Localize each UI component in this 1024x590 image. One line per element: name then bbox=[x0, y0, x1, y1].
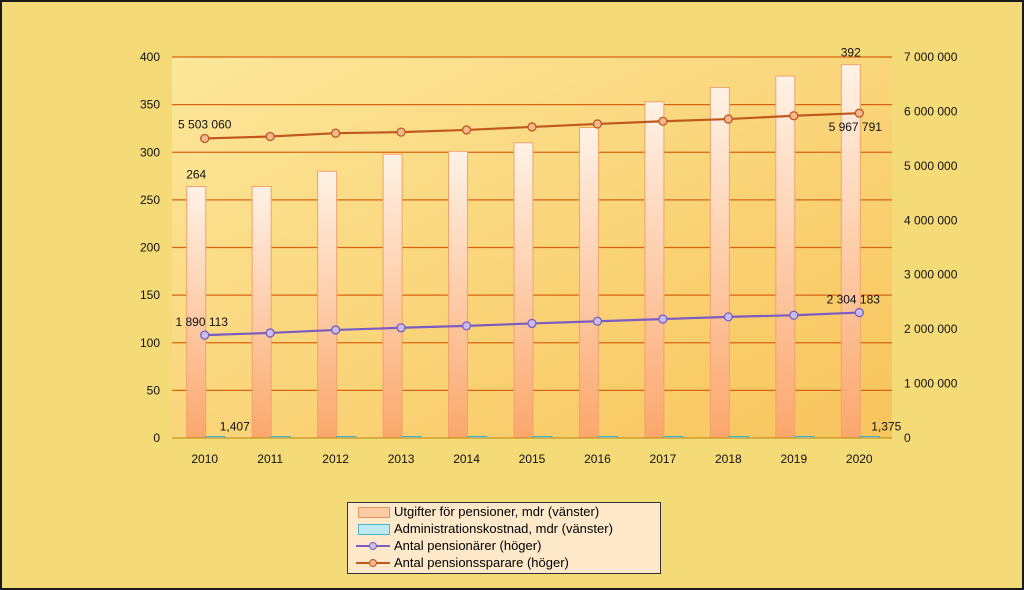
y-left-tick-label: 400 bbox=[140, 50, 160, 64]
x-tick-label: 2015 bbox=[519, 452, 546, 466]
y-left-tick-label: 250 bbox=[140, 193, 160, 207]
bar-utgifter bbox=[382, 153, 403, 439]
point-pensionssparare bbox=[200, 133, 210, 144]
data-labels: 264 392 1,407 1,375 1 890 113 2 304 183 5 503 … bbox=[175, 46, 901, 434]
point-pensionarer bbox=[854, 307, 864, 318]
bar-utgifter bbox=[251, 186, 272, 439]
x-tick-label: 2011 bbox=[257, 452, 283, 466]
point-pensionarer bbox=[789, 310, 799, 320]
data-label: 5 967 791 bbox=[829, 120, 883, 134]
x-tick-label: 2020 bbox=[846, 452, 873, 466]
point-pensionarer bbox=[200, 330, 210, 340]
point-pensionssparare bbox=[396, 127, 406, 137]
bar-utgifter bbox=[513, 142, 534, 439]
data-label: 392 bbox=[841, 46, 861, 60]
y-right-tick-label: 5 000 000 bbox=[904, 159, 958, 173]
point-pensionssparare bbox=[265, 131, 275, 142]
axes: 0 50 100 150 200 250 300 350 400 0 1 000 000 2 000 … bbox=[140, 50, 958, 466]
bar-utgifter bbox=[775, 75, 796, 439]
y-left-tick-label: 50 bbox=[147, 383, 161, 397]
point-pensionssparare bbox=[723, 114, 734, 124]
point-pensionssparare bbox=[527, 122, 537, 132]
point-pensionarer bbox=[461, 321, 472, 331]
point-pensionssparare bbox=[592, 119, 603, 129]
data-label: 5 503 060 bbox=[178, 117, 232, 131]
legend-item-utgifter: Utgifter för pensioner, mdr (vänster) bbox=[348, 503, 660, 520]
point-pensionarer bbox=[527, 318, 537, 329]
y-right-tick-label: 1 000 000 bbox=[904, 377, 958, 391]
legend-bar-cyan-swatch bbox=[356, 522, 392, 536]
x-tick-label: 2014 bbox=[453, 452, 480, 466]
legend-line-purple-swatch bbox=[356, 539, 392, 553]
data-label: 1,375 bbox=[871, 420, 901, 434]
x-tick-label: 2017 bbox=[650, 452, 677, 466]
bar-utgifter bbox=[709, 86, 730, 439]
bar-utgifter bbox=[317, 170, 338, 439]
legend-item-pensionarer: Antal pensionärer (höger) bbox=[348, 537, 660, 554]
point-pensionarer bbox=[723, 312, 734, 322]
y-right-tick-label: 7 000 000 bbox=[904, 50, 958, 64]
point-pensionssparare bbox=[658, 116, 668, 126]
bar-utgifter bbox=[186, 186, 207, 439]
legend-item-pensionssparare: Antal pensionssparare (höger) bbox=[348, 554, 660, 571]
point-pensionarer bbox=[592, 316, 603, 326]
x-tick-label: 2010 bbox=[191, 452, 218, 466]
legend-label-pensionarer: Antal pensionärer (höger) bbox=[394, 538, 542, 553]
point-pensionssparare bbox=[789, 111, 799, 121]
y-left-tick-label: 100 bbox=[140, 336, 160, 350]
legend: Utgifter för pensioner, mdr (vänster) Ad… bbox=[347, 502, 661, 574]
point-pensionssparare bbox=[461, 125, 472, 135]
legend-line-brown-swatch bbox=[356, 556, 392, 570]
y-right-tick-label: 6 000 000 bbox=[904, 104, 958, 118]
legend-label-pensionssparare: Antal pensionssparare (höger) bbox=[394, 555, 569, 570]
point-pensionarer bbox=[396, 323, 406, 333]
point-pensionarer bbox=[265, 328, 275, 338]
y-left-tick-label: 200 bbox=[140, 241, 160, 255]
y-left-tick-label: 350 bbox=[140, 98, 160, 112]
bar-utgifter bbox=[644, 101, 665, 439]
data-label: 1,407 bbox=[220, 420, 250, 434]
y-right-tick-label: 4 000 000 bbox=[904, 213, 958, 227]
y-right-tick-label: 0 bbox=[904, 431, 911, 445]
point-pensionssparare bbox=[330, 128, 341, 138]
y-left-tick-label: 0 bbox=[153, 431, 160, 445]
legend-item-administration: Administrationskostnad, mdr (vänster) bbox=[348, 520, 660, 537]
x-tick-label: 2019 bbox=[780, 452, 807, 466]
data-label: 264 bbox=[186, 168, 206, 182]
y-left-tick-label: 300 bbox=[140, 145, 160, 159]
x-tick-label: 2016 bbox=[584, 452, 611, 466]
x-tick-label: 2013 bbox=[388, 452, 415, 466]
bar-utgifter bbox=[448, 150, 469, 439]
y-left-tick-label: 150 bbox=[140, 288, 160, 302]
legend-label-administration: Administrationskostnad, mdr (vänster) bbox=[394, 521, 613, 536]
bar-utgifter bbox=[578, 126, 599, 439]
x-tick-label: 2018 bbox=[715, 452, 742, 466]
y-right-tick-label: 3 000 000 bbox=[904, 268, 958, 282]
lines bbox=[200, 108, 864, 340]
point-pensionarer bbox=[330, 325, 341, 335]
data-label: 2 304 183 bbox=[827, 293, 881, 307]
legend-bar-orange-swatch bbox=[356, 505, 392, 519]
y-right-tick-label: 2 000 000 bbox=[904, 322, 958, 336]
x-tick-label: 2012 bbox=[322, 452, 349, 466]
data-label: 1 890 113 bbox=[175, 315, 228, 329]
point-pensionssparare bbox=[854, 108, 864, 118]
point-pensionarer bbox=[658, 314, 668, 324]
legend-label-utgifter: Utgifter för pensioner, mdr (vänster) bbox=[394, 504, 600, 519]
